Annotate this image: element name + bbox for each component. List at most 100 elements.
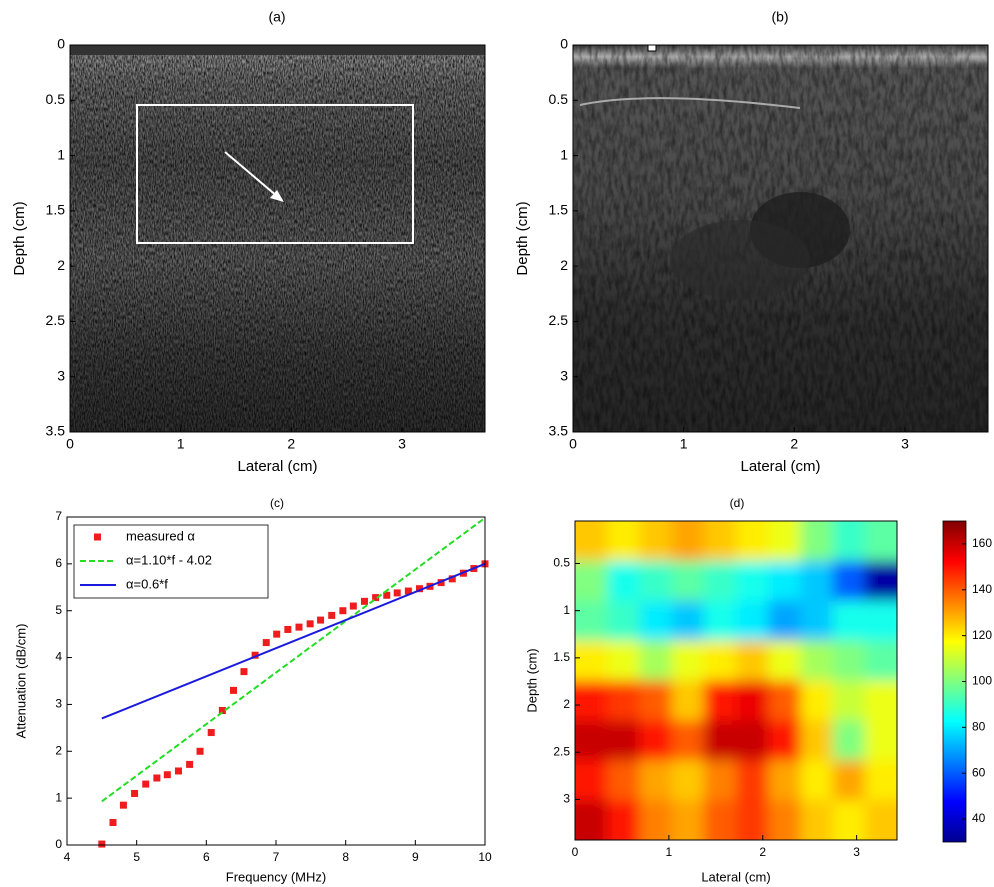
heatmap-cell [607, 680, 641, 722]
y-tick-label: 3 [55, 697, 62, 711]
heatmap-cell [671, 720, 705, 762]
data-point [196, 747, 204, 755]
x-tick-label: 6 [203, 850, 210, 864]
y-tick-label: 2.5 [46, 312, 66, 328]
data-point [230, 686, 238, 694]
x-tick-label: 2 [287, 436, 295, 452]
heatmap-cell [736, 760, 770, 802]
x-tick-label: 9 [412, 850, 419, 864]
heatmap-cell [575, 800, 609, 840]
data-point [328, 611, 336, 619]
y-tick-label: 3.5 [46, 423, 66, 439]
y-axis-label: Attenuation (dB/cm) [13, 624, 28, 739]
y-tick-label: 3 [57, 367, 65, 383]
data-point [218, 707, 226, 715]
heatmap-cell [736, 560, 770, 602]
y-tick-label: 1.5 [46, 202, 66, 218]
heatmap-cell [768, 800, 802, 840]
data-point [416, 585, 424, 593]
data-point [273, 630, 281, 638]
y-tick-label: 4 [55, 650, 62, 664]
x-tick-label: 1 [666, 845, 673, 859]
heatmap-cell [832, 800, 866, 840]
x-tick-label: 0 [569, 436, 577, 452]
data-point [131, 789, 139, 797]
x-tick-label: 1 [680, 436, 688, 452]
y-tick-label: 3 [563, 792, 570, 806]
heatmap-cell [736, 720, 770, 762]
y-tick-label: 2 [57, 257, 65, 273]
colorbar-tick-label: 100 [972, 674, 992, 688]
y-tick-label: 1.5 [553, 650, 570, 664]
data-point [174, 767, 182, 775]
y-tick-label: 1 [55, 790, 62, 804]
y-tick-label: 2 [55, 743, 62, 757]
x-tick-label: 4 [64, 850, 71, 864]
panel-title: (a) [268, 9, 285, 25]
data-point [142, 780, 150, 788]
heatmap-cell [703, 680, 737, 722]
x-tick-label: 2 [790, 436, 798, 452]
heatmap-cell [736, 680, 770, 722]
heatmap-cell [607, 720, 641, 762]
data-point [393, 589, 401, 597]
x-tick-label: 0 [572, 845, 579, 859]
heatmap-cell [575, 680, 609, 722]
data-point [251, 651, 259, 659]
heatmap-cell [768, 760, 802, 802]
data-point [339, 607, 347, 615]
data-point [207, 729, 215, 737]
heatmap-cell [607, 800, 641, 840]
heatmap-cell [671, 521, 705, 562]
x-axis-label: Lateral (cm) [237, 458, 317, 475]
y-tick-label: 2.5 [553, 744, 570, 758]
data-point [404, 587, 412, 595]
colorbar-tick-label: 80 [972, 720, 986, 734]
heatmap-cell [575, 760, 609, 802]
y-tick-label: 6 [55, 556, 62, 570]
speckle-texture [70, 45, 485, 432]
data-point [98, 840, 106, 848]
heatmap-cell [864, 640, 897, 682]
heatmap-cell [703, 760, 737, 802]
x-tick-label: 0 [66, 436, 74, 452]
data-point [295, 623, 303, 631]
heatmap-cell [832, 521, 866, 562]
heatmap-cell [800, 640, 834, 682]
heatmap-cell [800, 720, 834, 762]
y-axis-label: Depth (cm) [514, 201, 531, 275]
heatmap-cell [800, 760, 834, 802]
y-tick-label: 5 [55, 603, 62, 617]
heatmap-cell [575, 720, 609, 762]
data-point [262, 639, 270, 647]
heatmap-cell [703, 720, 737, 762]
heatmap-cell [864, 720, 897, 762]
x-tick-label: 1 [177, 436, 185, 452]
colorbar-tick-label: 120 [972, 628, 992, 642]
marker [647, 44, 657, 52]
x-tick-label: 3 [901, 436, 909, 452]
heatmap-cell [607, 521, 641, 562]
data-point [317, 616, 325, 624]
heatmap-cell [736, 521, 770, 562]
heatmap-cell [703, 640, 737, 682]
plot-frame [574, 520, 898, 841]
heatmap-cell [864, 680, 897, 722]
heatmap-cell [639, 760, 673, 802]
y-tick-label: 1 [563, 603, 570, 617]
heatmap-cell [832, 720, 866, 762]
data-point [360, 597, 368, 605]
colorbar-tick-label: 40 [972, 811, 986, 825]
heatmap-cell [768, 521, 802, 562]
heatmap-cell [703, 600, 737, 642]
heatmap-cell [768, 560, 802, 602]
roi-box [136, 104, 414, 244]
heatmap-cell [639, 640, 673, 682]
heatmap-cell [639, 521, 673, 562]
heatmap-cell [832, 600, 866, 642]
heatmap-cell [607, 560, 641, 602]
heatmap-cell [639, 680, 673, 722]
heatmap-cell [671, 640, 705, 682]
arrow-shaft [224, 151, 279, 198]
